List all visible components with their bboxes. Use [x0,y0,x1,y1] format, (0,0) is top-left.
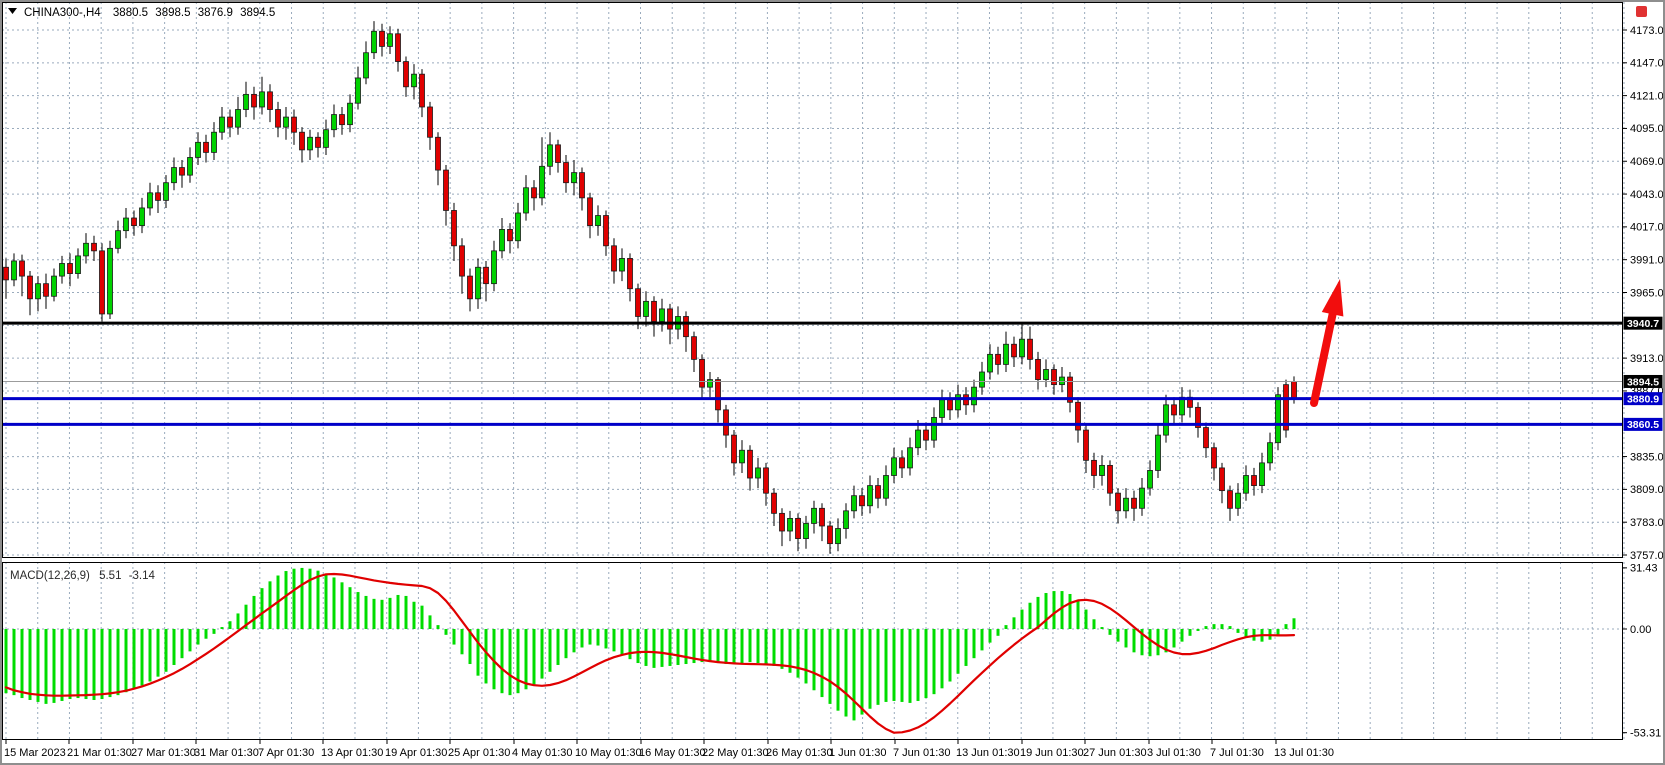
axis-label: 3880.9 [1627,393,1659,405]
axis-label: 19 Apr 01:30 [385,747,447,759]
alert-marker-icon [1636,6,1647,17]
axis-label: 31 Mar 01:30 [194,747,259,759]
price-level-badge: 3880.9 [1623,392,1663,405]
axis-label: 3860.5 [1627,419,1659,431]
axis-label: 10 May 01:30 [575,747,642,759]
axis-label: 3940.7 [1627,318,1659,330]
macd-pane [2,567,1623,734]
horizontal-price-levels[interactable] [2,321,1623,426]
symbol-dropdown-icon[interactable] [8,8,17,14]
axis-label: 13 Apr 01:30 [321,747,383,759]
macd-indicator-label: MACD(12,26,9) 5.51 -3.14 [10,570,156,582]
macd-signal-value: -3.14 [129,570,156,582]
axis-label: 7 Jul 01:30 [1210,747,1264,759]
axis-label: 7 Jun 01:30 [893,747,951,759]
axis-label: 3835.0 [1630,451,1663,463]
axis-label: 4121.0 [1630,90,1663,102]
axis-label: 19 Jun 01:30 [1020,747,1084,759]
symbol-ohlc-label: CHINA300-,H4 3880.5 3898.5 3876.9 3894.5 [24,7,275,19]
axis-label: 1 Jun 01:30 [829,747,887,759]
macd-name-text: MACD(12,26,9) [10,570,90,582]
axis-label: 3913.0 [1630,353,1663,365]
axis-label: 4 May 01:30 [512,747,573,759]
axis-label: 4173.0 [1630,25,1663,37]
axis-label: 3894.5 [1627,376,1659,388]
axis-label: 16 May 01:30 [639,747,706,759]
axis-label: 21 Mar 01:30 [67,747,132,759]
axis-label: 31.43 [1630,563,1658,575]
ohlc-high-value: 3898.5 [155,7,190,19]
axis-label: 13 Jul 01:30 [1274,747,1334,759]
axis-label: 13 Jun 01:30 [956,747,1020,759]
symbol-period-text: CHINA300-,H4 [24,7,101,19]
price-level-badge: 3894.5 [1623,374,1663,388]
axis-label: 4043.0 [1630,189,1663,201]
axis-label: 7 Apr 01:30 [258,747,314,759]
axis-label: 26 May 01:30 [766,747,833,759]
axis-label: 4095.0 [1630,123,1663,135]
ohlc-low-value: 3876.9 [198,7,233,19]
price-level-badge: 3940.7 [1623,316,1663,330]
axis-label: 4069.0 [1630,156,1663,168]
macd-signal-line [4,572,1296,734]
axis-label: 3783.0 [1630,517,1663,529]
macd-main-value: 5.51 [99,570,121,582]
price-badges: 3940.7 3894.5 3880.9 3860.5 [1623,316,1663,431]
axis-label: 3991.0 [1630,254,1663,266]
axis-label: 4147.0 [1630,58,1663,70]
axis-label: -53.31 [1630,727,1661,739]
axis-label: 4017.0 [1630,222,1663,234]
axis-label: 0.00 [1630,624,1651,636]
axis-label: 3757.0 [1630,550,1663,562]
axis-label: 15 Mar 2023 [4,747,66,759]
axis-label: 3 Jul 01:30 [1147,747,1201,759]
axis-label: 3809.0 [1630,484,1663,496]
trend-up-arrow[interactable] [1310,279,1344,407]
axis-label: 3965.0 [1630,287,1663,299]
ohlc-open-value: 3880.5 [113,7,148,19]
axis-label: 25 Apr 01:30 [448,747,510,759]
axis-label: 27 Jun 01:30 [1083,747,1147,759]
ohlc-close-value: 3894.5 [240,7,275,19]
candles-layer [3,21,1297,554]
axis-label: 22 May 01:30 [702,747,769,759]
price-level-badge: 3860.5 [1623,417,1663,431]
axis-label: 27 Mar 01:30 [131,747,196,759]
